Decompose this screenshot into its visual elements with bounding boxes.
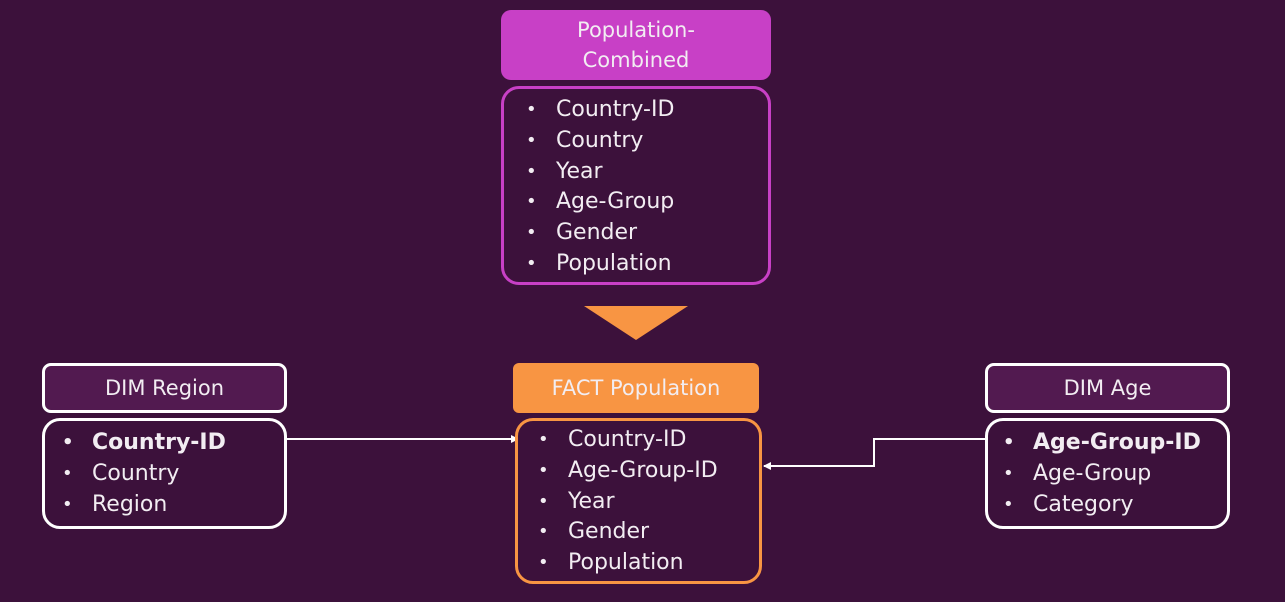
dim-region-header: DIM Region [42,363,287,413]
down-arrow [584,306,688,340]
dim-age-title: DIM Age [1063,376,1152,400]
field-country-id: Country-ID [538,425,759,456]
population-combined-fields: Country-ID Country Year Age-Group Gender… [501,86,771,285]
fact-population-header: FACT Population [513,363,759,413]
field-age-group-id: Age-Group-ID [1003,428,1227,459]
field-age-group: Age-Group [526,187,768,218]
field-population: Population [526,249,768,280]
field-gender: Gender [526,218,768,249]
population-combined-header: Population- Combined [501,10,771,80]
fact-population-title: FACT Population [551,376,721,400]
field-country: Country [62,459,284,490]
dim-region-fields: Country-ID Country Region [42,418,287,529]
fact-population-field-list: Country-ID Age-Group-ID Year Gender Popu… [538,425,759,579]
field-category: Category [1003,490,1227,521]
dim-age-header: DIM Age [985,363,1230,413]
dim-age-field-list: Age-Group-ID Age-Group Category [1003,428,1227,521]
fact-population-fields: Country-ID Age-Group-ID Year Gender Popu… [515,418,762,584]
connector-age-to-fact [763,438,986,470]
dim-region-field-list: Country-ID Country Region [62,428,284,521]
field-country-id: Country-ID [526,95,768,126]
field-region: Region [62,490,284,521]
population-combined-field-list: Country-ID Country Year Age-Group Gender… [526,95,768,280]
field-year: Year [526,157,768,188]
field-population: Population [538,548,759,579]
field-age-group-id: Age-Group-ID [538,456,759,487]
dim-region-title: DIM Region [104,376,225,400]
field-country-id: Country-ID [62,428,284,459]
field-gender: Gender [538,517,759,548]
field-age-group: Age-Group [1003,459,1227,490]
field-country: Country [526,126,768,157]
field-year: Year [538,487,759,518]
population-combined-title: Population- Combined [577,18,695,72]
dim-age-fields: Age-Group-ID Age-Group Category [985,418,1230,529]
